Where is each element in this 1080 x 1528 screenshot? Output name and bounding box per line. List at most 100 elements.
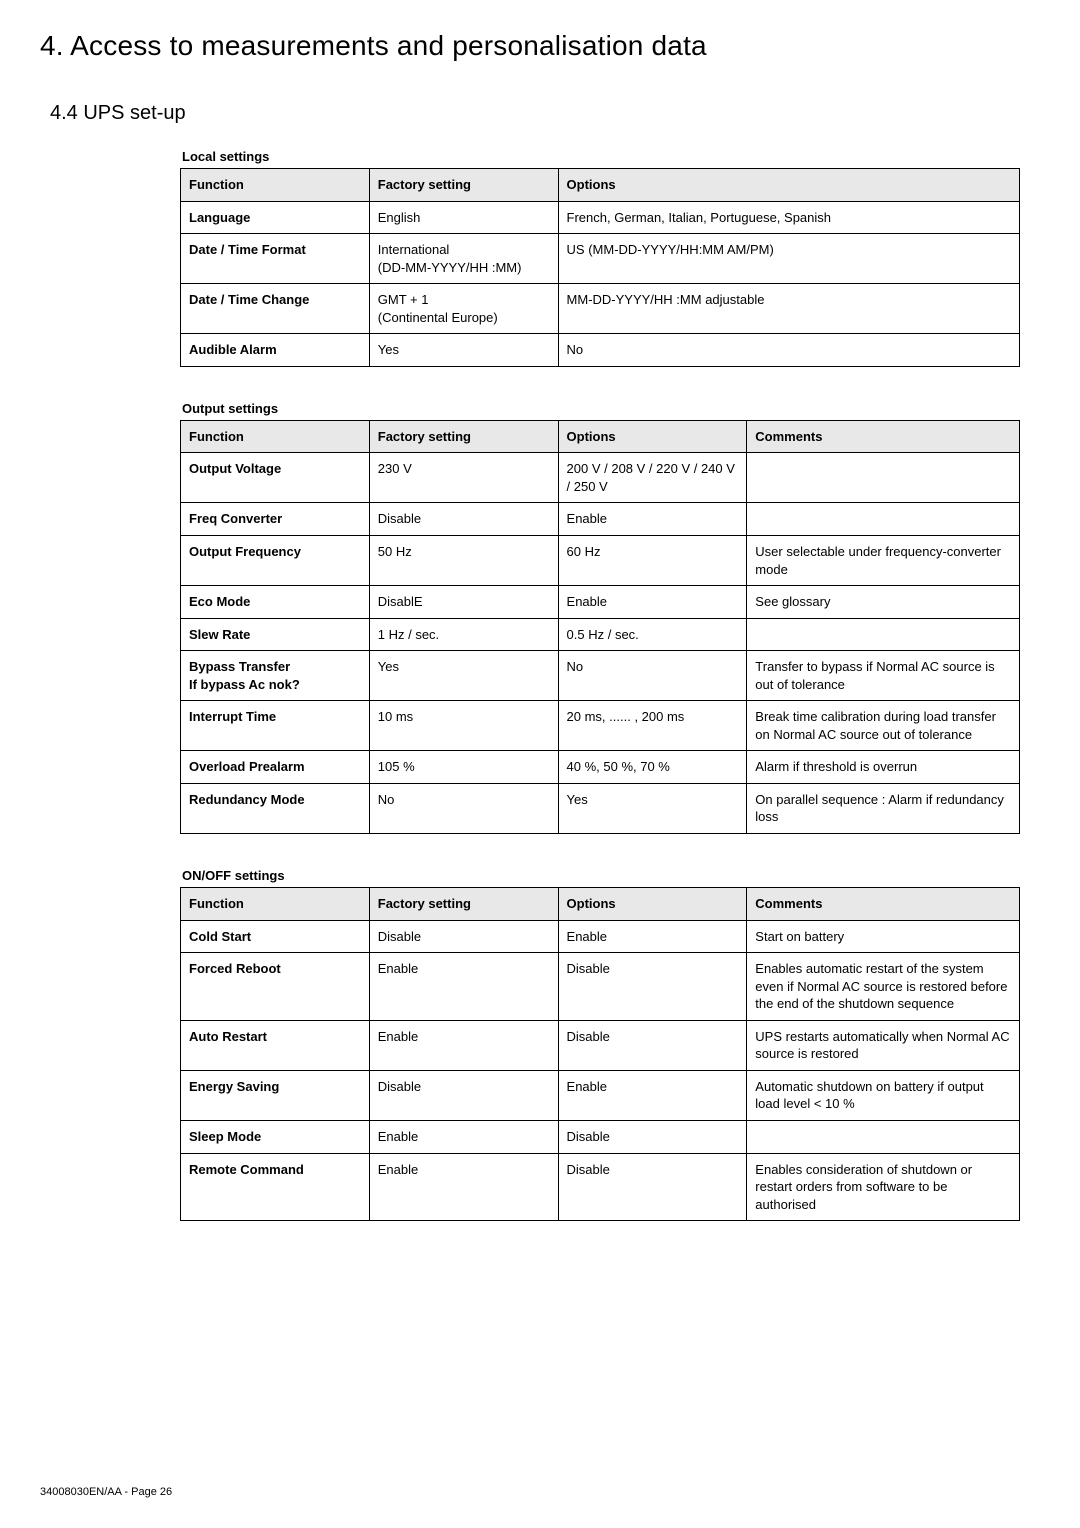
local-settings-block: Local settings Function Factory setting … bbox=[180, 149, 1020, 367]
cell-factory: 105 % bbox=[369, 751, 558, 784]
cell-factory: Yes bbox=[369, 334, 558, 367]
cell-comments bbox=[747, 503, 1020, 536]
cell-options: Enable bbox=[558, 920, 747, 953]
cell-factory: Enable bbox=[369, 1120, 558, 1153]
output-settings-block: Output settings Function Factory setting… bbox=[180, 401, 1020, 834]
output-settings-table: Function Factory setting Options Comment… bbox=[180, 420, 1020, 834]
cell-options: 0.5 Hz / sec. bbox=[558, 618, 747, 651]
table-header-row: Function Factory setting Options Comment… bbox=[181, 888, 1020, 921]
cell-factory: Disable bbox=[369, 503, 558, 536]
onoff-settings-table: Function Factory setting Options Comment… bbox=[180, 887, 1020, 1221]
cell-factory: Disable bbox=[369, 1070, 558, 1120]
onoff-settings-title: ON/OFF settings bbox=[182, 868, 1020, 883]
cell-comments: Enables automatic restart of the system … bbox=[747, 953, 1020, 1021]
cell-factory: DisablE bbox=[369, 586, 558, 619]
table-row: Eco Mode DisablE Enable See glossary bbox=[181, 586, 1020, 619]
table-row: Bypass TransferIf bypass Ac nok? Yes No … bbox=[181, 651, 1020, 701]
cell-factory: Enable bbox=[369, 1153, 558, 1221]
table-row: Date / Time Format International(DD-MM-Y… bbox=[181, 234, 1020, 284]
col-comments: Comments bbox=[747, 420, 1020, 453]
table-row: Date / Time Change GMT + 1(Continental E… bbox=[181, 284, 1020, 334]
cell-comments: Alarm if threshold is overrun bbox=[747, 751, 1020, 784]
cell-function: Cold Start bbox=[181, 920, 370, 953]
cell-factory: Enable bbox=[369, 1020, 558, 1070]
cell-factory: Enable bbox=[369, 953, 558, 1021]
cell-function: Energy Saving bbox=[181, 1070, 370, 1120]
cell-comments bbox=[747, 618, 1020, 651]
cell-function: Slew Rate bbox=[181, 618, 370, 651]
cell-options: Enable bbox=[558, 586, 747, 619]
cell-options: Disable bbox=[558, 1020, 747, 1070]
local-settings-title: Local settings bbox=[182, 149, 1020, 164]
cell-factory: Yes bbox=[369, 651, 558, 701]
cell-comments bbox=[747, 1120, 1020, 1153]
cell-comments: Transfer to bypass if Normal AC source i… bbox=[747, 651, 1020, 701]
cell-options: French, German, Italian, Portuguese, Spa… bbox=[558, 201, 1019, 234]
onoff-settings-block: ON/OFF settings Function Factory setting… bbox=[180, 868, 1020, 1221]
cell-options: Yes bbox=[558, 783, 747, 833]
cell-options: Disable bbox=[558, 1153, 747, 1221]
cell-function: Freq Converter bbox=[181, 503, 370, 536]
cell-function: Remote Command bbox=[181, 1153, 370, 1221]
table-header-row: Function Factory setting Options bbox=[181, 169, 1020, 202]
col-options: Options bbox=[558, 888, 747, 921]
output-settings-title: Output settings bbox=[182, 401, 1020, 416]
table-row: Language English French, German, Italian… bbox=[181, 201, 1020, 234]
cell-factory: 10 ms bbox=[369, 701, 558, 751]
table-row: Overload Prealarm 105 % 40 %, 50 %, 70 %… bbox=[181, 751, 1020, 784]
cell-comments: UPS restarts automatically when Normal A… bbox=[747, 1020, 1020, 1070]
table-row: Output Voltage 230 V 200 V / 208 V / 220… bbox=[181, 453, 1020, 503]
cell-function: Interrupt Time bbox=[181, 701, 370, 751]
table-row: Output Frequency 50 Hz 60 Hz User select… bbox=[181, 536, 1020, 586]
cell-factory: Disable bbox=[369, 920, 558, 953]
cell-options: MM-DD-YYYY/HH :MM adjustable bbox=[558, 284, 1019, 334]
table-row: Audible Alarm Yes No bbox=[181, 334, 1020, 367]
col-options: Options bbox=[558, 169, 1019, 202]
cell-function: Overload Prealarm bbox=[181, 751, 370, 784]
cell-options: No bbox=[558, 334, 1019, 367]
cell-comments: Break time calibration during load trans… bbox=[747, 701, 1020, 751]
table-row: Interrupt Time 10 ms 20 ms, ...... , 200… bbox=[181, 701, 1020, 751]
table-row: Sleep Mode Enable Disable bbox=[181, 1120, 1020, 1153]
cell-options: 60 Hz bbox=[558, 536, 747, 586]
col-function: Function bbox=[181, 420, 370, 453]
col-function: Function bbox=[181, 169, 370, 202]
table-row: Slew Rate 1 Hz / sec. 0.5 Hz / sec. bbox=[181, 618, 1020, 651]
cell-comments: Start on battery bbox=[747, 920, 1020, 953]
cell-function: Eco Mode bbox=[181, 586, 370, 619]
cell-options: Enable bbox=[558, 503, 747, 536]
cell-factory: 50 Hz bbox=[369, 536, 558, 586]
cell-options: 200 V / 208 V / 220 V / 240 V / 250 V bbox=[558, 453, 747, 503]
table-row: Forced Reboot Enable Disable Enables aut… bbox=[181, 953, 1020, 1021]
cell-options: Disable bbox=[558, 1120, 747, 1153]
cell-comments: Automatic shutdown on battery if output … bbox=[747, 1070, 1020, 1120]
cell-factory: International(DD-MM-YYYY/HH :MM) bbox=[369, 234, 558, 284]
table-row: Redundancy Mode No Yes On parallel seque… bbox=[181, 783, 1020, 833]
page: 4. Access to measurements and personalis… bbox=[0, 0, 1080, 1528]
cell-options: Enable bbox=[558, 1070, 747, 1120]
cell-function: Audible Alarm bbox=[181, 334, 370, 367]
cell-options: US (MM-DD-YYYY/HH:MM AM/PM) bbox=[558, 234, 1019, 284]
page-footer: 34008030EN/AA - Page 26 bbox=[40, 1486, 172, 1498]
table-row: Energy Saving Disable Enable Automatic s… bbox=[181, 1070, 1020, 1120]
local-settings-table: Function Factory setting Options Languag… bbox=[180, 168, 1020, 367]
table-row: Freq Converter Disable Enable bbox=[181, 503, 1020, 536]
cell-function: Output Frequency bbox=[181, 536, 370, 586]
col-comments: Comments bbox=[747, 888, 1020, 921]
cell-comments: See glossary bbox=[747, 586, 1020, 619]
cell-options: 20 ms, ...... , 200 ms bbox=[558, 701, 747, 751]
cell-function: Date / Time Format bbox=[181, 234, 370, 284]
col-factory-setting: Factory setting bbox=[369, 888, 558, 921]
cell-function: Auto Restart bbox=[181, 1020, 370, 1070]
chapter-title: 4. Access to measurements and personalis… bbox=[40, 30, 1030, 62]
cell-function: Redundancy Mode bbox=[181, 783, 370, 833]
col-factory-setting: Factory setting bbox=[369, 420, 558, 453]
cell-factory: 1 Hz / sec. bbox=[369, 618, 558, 651]
col-function: Function bbox=[181, 888, 370, 921]
col-options: Options bbox=[558, 420, 747, 453]
table-row: Cold Start Disable Enable Start on batte… bbox=[181, 920, 1020, 953]
cell-options: 40 %, 50 %, 70 % bbox=[558, 751, 747, 784]
cell-factory: GMT + 1(Continental Europe) bbox=[369, 284, 558, 334]
cell-function: Forced Reboot bbox=[181, 953, 370, 1021]
table-header-row: Function Factory setting Options Comment… bbox=[181, 420, 1020, 453]
